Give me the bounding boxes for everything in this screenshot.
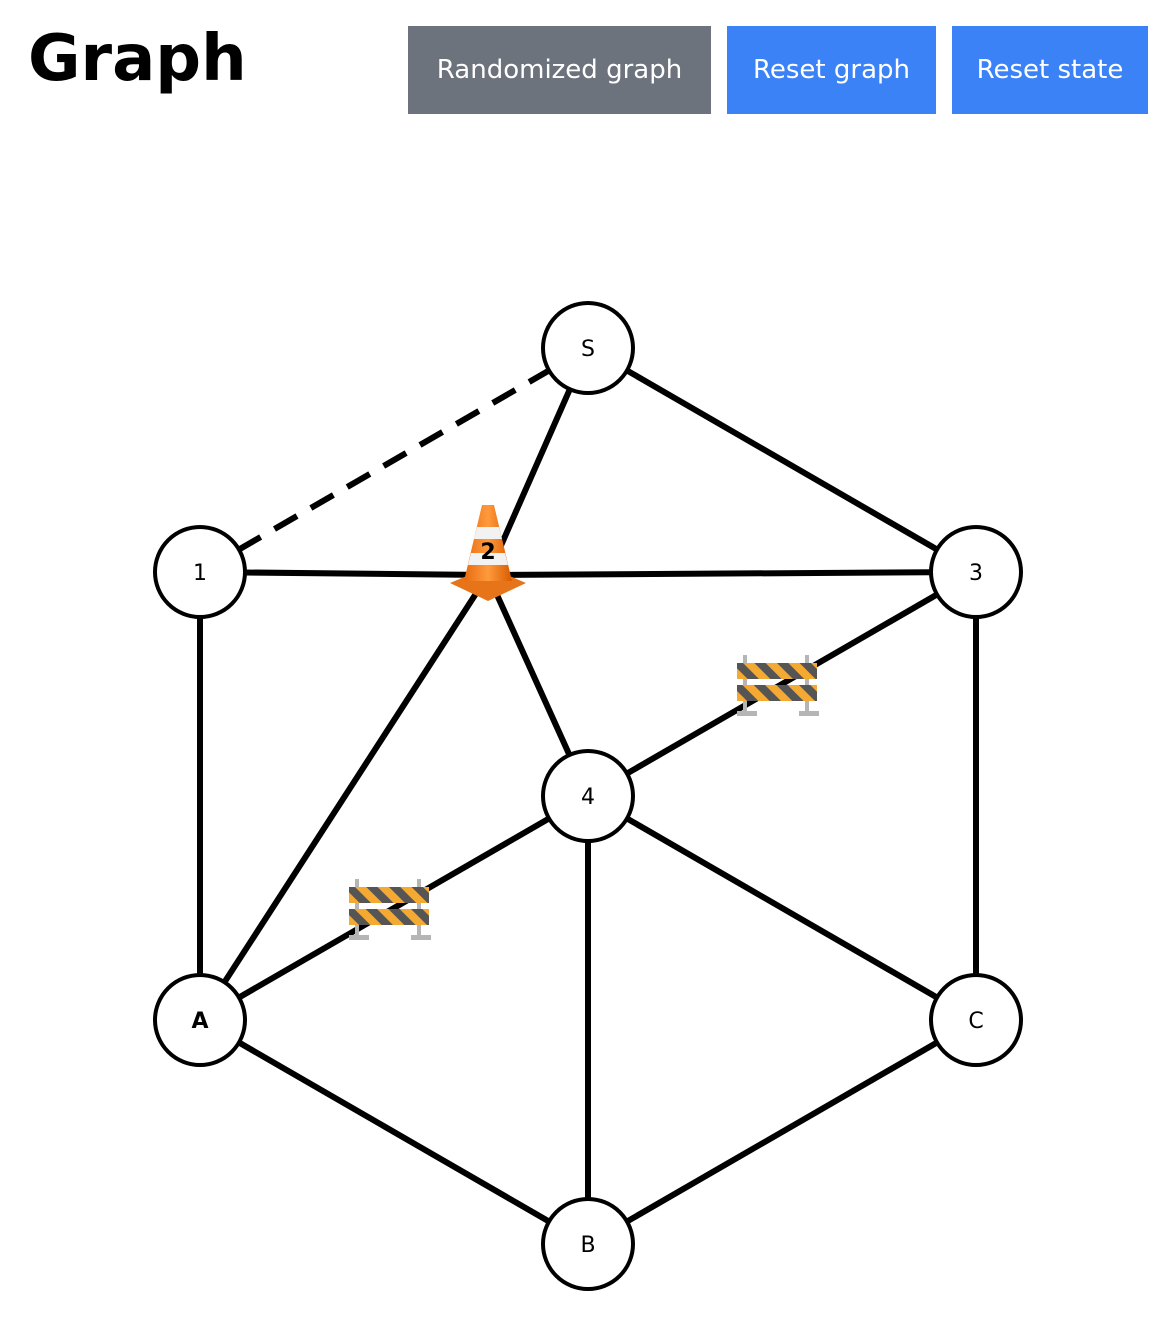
node-label: 4 (581, 785, 595, 810)
nodes-layer: S 1 2 3 4 A B C (153, 301, 1023, 1291)
roadblock-icon (349, 879, 431, 940)
edge-4-C[interactable] (586, 793, 978, 1023)
edge-2-A[interactable] (197, 573, 491, 1022)
node-B[interactable]: B (541, 1197, 635, 1291)
page-title: Graph (28, 22, 247, 96)
node-4[interactable]: 4 (541, 749, 635, 843)
edges-layer (197, 345, 979, 1247)
traffic-cone-icon: 2 (450, 505, 526, 601)
edge-3-4[interactable] (586, 569, 978, 799)
node-C[interactable]: C (929, 973, 1023, 1067)
reset-state-button[interactable]: Reset state (952, 26, 1148, 114)
node-label: 1 (193, 561, 207, 586)
edge-S-3[interactable] (586, 345, 978, 575)
edge-S-1[interactable] (198, 345, 590, 575)
node-label: C (968, 1009, 983, 1034)
reset-graph-button[interactable]: Reset graph (727, 26, 936, 114)
roadblocks-layer (349, 655, 819, 940)
node-S[interactable]: S (541, 301, 635, 395)
node-label: S (581, 337, 595, 362)
edge-B-C[interactable] (586, 1017, 978, 1247)
edge-4-A[interactable] (198, 793, 590, 1023)
edge-2-3[interactable] (487, 569, 977, 578)
edge-1-2[interactable] (199, 569, 489, 578)
node-A[interactable]: A (153, 973, 247, 1067)
node-3[interactable]: 3 (929, 525, 1023, 619)
edge-A-B[interactable] (198, 1017, 590, 1247)
node-2[interactable]: 2 (450, 505, 526, 601)
roadblock-icon (737, 655, 819, 716)
node-label: A (191, 1009, 208, 1034)
node-label: 2 (480, 540, 495, 565)
node-label: B (580, 1233, 595, 1258)
node-1[interactable]: 1 (153, 525, 247, 619)
node-label: 3 (969, 561, 983, 586)
randomized-graph-button[interactable]: Randomized graph (408, 26, 711, 114)
